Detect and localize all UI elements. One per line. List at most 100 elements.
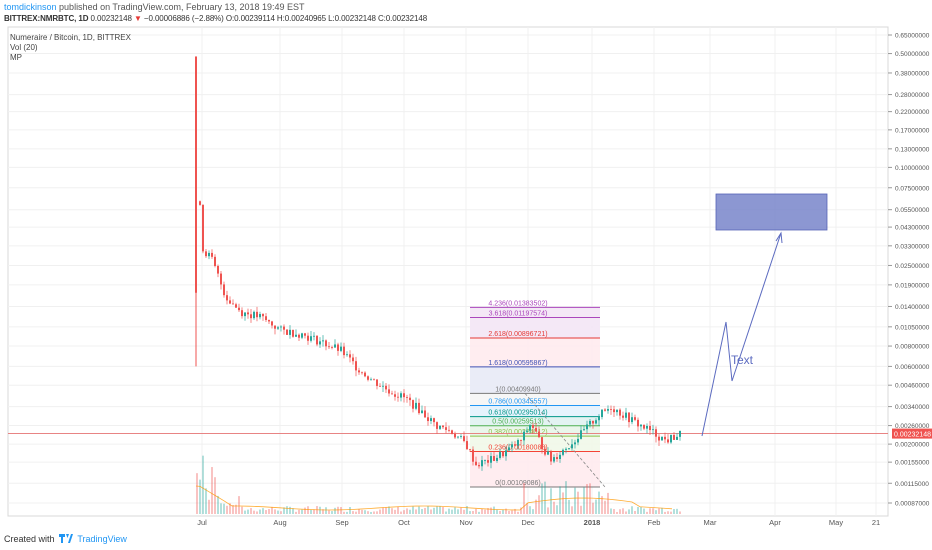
x-tick-label: Aug (273, 518, 286, 527)
volume-bar (226, 505, 228, 514)
projection-arrow (701, 232, 782, 437)
volume-bar (604, 500, 606, 514)
candle (649, 425, 651, 431)
candle (418, 402, 420, 414)
volume-bar (646, 511, 648, 514)
volume-bar (586, 484, 588, 514)
candle (247, 312, 249, 315)
volume-bar (607, 492, 609, 514)
candle (325, 340, 327, 347)
candle (208, 252, 210, 257)
volume-bar (337, 506, 339, 514)
candle (412, 400, 414, 409)
candle (358, 370, 360, 373)
candle (214, 256, 216, 266)
volume-bar (199, 479, 201, 514)
volume-bar (280, 511, 282, 514)
volume-bar (373, 511, 375, 514)
volume-bar (289, 506, 291, 514)
fib-level-label: 1.618(0.00595867) (488, 360, 547, 367)
volume-bar (481, 508, 483, 514)
volume-bar (469, 511, 471, 514)
candle (322, 340, 324, 342)
volume-bar (523, 482, 525, 514)
legend-mp: MP (10, 53, 22, 62)
volume-bar (352, 511, 354, 514)
candle (646, 425, 648, 429)
volume-ma-line (195, 485, 673, 511)
candle (205, 251, 207, 257)
volume-bar (529, 506, 531, 514)
volume-bar (229, 503, 231, 514)
volume-bar (400, 511, 402, 514)
candle (547, 451, 549, 455)
y-tick-label: 0.03300000 (895, 243, 930, 250)
symbol-label: BITTREX:NMRBTC, 1D (4, 14, 89, 23)
volume-bar (364, 510, 366, 514)
candle (367, 376, 369, 380)
volume-bar (463, 509, 465, 514)
legend-title: Numeraire / Bitcoin, 1D, BITTREX (10, 33, 131, 42)
volume-bar (391, 508, 393, 514)
candle (241, 310, 243, 317)
candle (637, 419, 639, 427)
volume-bar (484, 509, 486, 514)
current-price-label: 0.00232148 (894, 432, 931, 439)
volume-bar (418, 506, 420, 514)
candle (274, 325, 276, 329)
y-tick-label: 0.00087000 (895, 501, 930, 508)
candle (256, 311, 258, 318)
volume-bar (622, 508, 624, 514)
volume-bar (661, 507, 663, 514)
candle (616, 409, 618, 413)
candle (232, 303, 234, 305)
y-tick-label: 0.00200000 (895, 442, 930, 449)
candle (676, 436, 678, 440)
volume-bar (250, 508, 252, 514)
volume-bar (286, 506, 288, 514)
volume-bar (670, 511, 672, 514)
volume-bar (574, 487, 576, 514)
candle (397, 396, 399, 398)
tradingview-logo-icon (59, 534, 74, 543)
candle (667, 439, 669, 443)
candle (400, 393, 402, 398)
fib-level-label: 4.236(0.01383502) (488, 300, 547, 307)
author-link[interactable]: tomdickinson (4, 2, 57, 12)
volume-bar (409, 509, 411, 514)
candle (583, 429, 585, 431)
volume-bar (295, 511, 297, 514)
volume-bar (277, 510, 279, 514)
volume-bar (328, 510, 330, 514)
candle (388, 389, 390, 394)
volume-bar (208, 499, 210, 514)
volume-bar (361, 509, 363, 514)
volume-bar (451, 509, 453, 514)
volume-bar (244, 510, 246, 514)
volume-bar (679, 511, 681, 514)
volume-bar (568, 499, 570, 514)
candle (601, 409, 603, 418)
footer-brand[interactable]: TradingView (77, 534, 127, 544)
candle (517, 440, 519, 446)
volume-bar (583, 487, 585, 514)
annotation-text: Text (731, 353, 754, 367)
volume-bar (379, 509, 381, 514)
volume-bar (565, 481, 567, 514)
candle (535, 427, 537, 432)
volume-bar (274, 509, 276, 514)
candle (445, 427, 447, 430)
y-tick-label: 0.00460000 (895, 383, 930, 390)
candle (505, 450, 507, 457)
volume-bar (421, 509, 423, 514)
volume-bar (472, 510, 474, 514)
candle (457, 436, 459, 438)
candle (277, 327, 279, 329)
candle (340, 346, 342, 351)
volume-bar (196, 473, 198, 514)
volume-bar (298, 509, 300, 514)
y-tick-label: 0.00600000 (895, 364, 930, 371)
candle (463, 436, 465, 442)
volume-bar (577, 491, 579, 514)
